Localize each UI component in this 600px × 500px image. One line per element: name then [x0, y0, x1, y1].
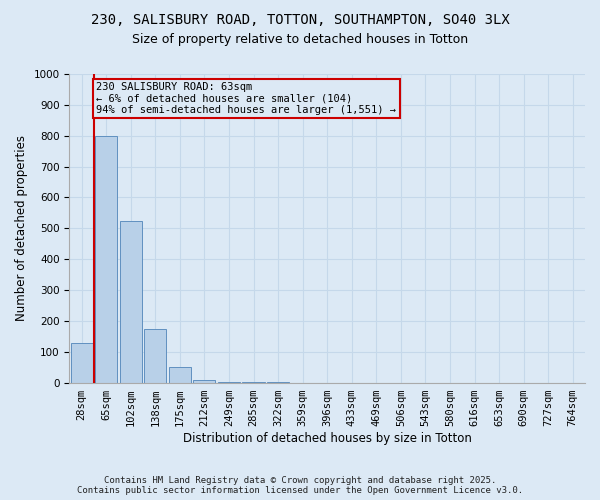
Text: Size of property relative to detached houses in Totton: Size of property relative to detached ho… [132, 32, 468, 46]
Bar [95, 136, 117, 382]
Text: Contains HM Land Registry data © Crown copyright and database right 2025.
Contai: Contains HM Land Registry data © Crown c… [77, 476, 523, 495]
Bar [120, 220, 142, 382]
Bar [71, 342, 93, 382]
X-axis label: Distribution of detached houses by size in Totton: Distribution of detached houses by size … [183, 432, 472, 445]
Bar [144, 328, 166, 382]
Text: 230 SALISBURY ROAD: 63sqm
← 6% of detached houses are smaller (104)
94% of semi-: 230 SALISBURY ROAD: 63sqm ← 6% of detach… [97, 82, 397, 115]
Bar [193, 380, 215, 382]
Text: 230, SALISBURY ROAD, TOTTON, SOUTHAMPTON, SO40 3LX: 230, SALISBURY ROAD, TOTTON, SOUTHAMPTON… [91, 12, 509, 26]
Bar [169, 368, 191, 382]
Y-axis label: Number of detached properties: Number of detached properties [15, 136, 28, 322]
